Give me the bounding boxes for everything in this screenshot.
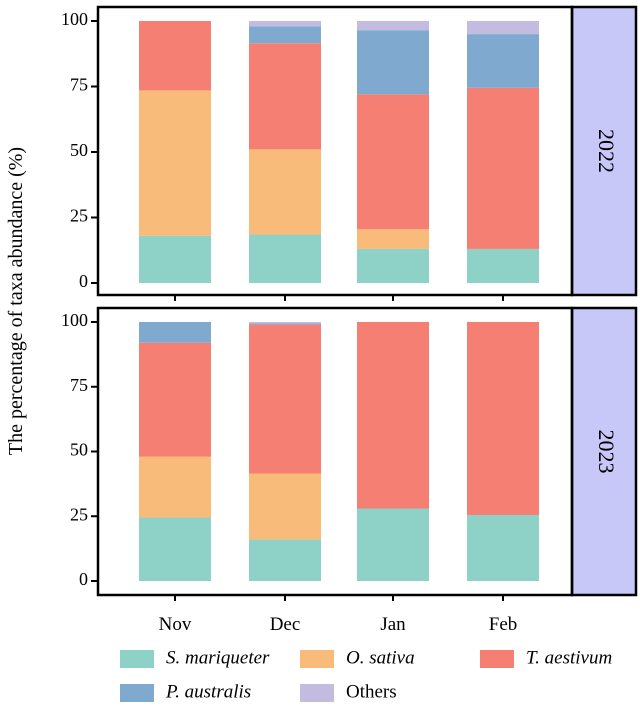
bar-segment-2022-Dec-t-aestivum (249, 43, 321, 150)
bar-segment-2023-Dec-others (249, 322, 321, 324)
legend-label-o-sativa: O. sativa (346, 647, 415, 668)
bar-segment-2023-Nov-t-aestivum (139, 342, 211, 457)
bar-segment-2023-Nov-o-sativa (139, 456, 211, 518)
bar-segment-2023-Nov-p-australis (139, 322, 211, 343)
y-tick-label-2023-75: 75 (70, 375, 88, 395)
bar-segment-2022-Jan-t-aestivum (357, 94, 429, 230)
bar-segment-2022-Feb-t-aestivum (467, 87, 539, 249)
legend-label-others: Others (346, 681, 397, 702)
bar-segment-2023-Dec-t-aestivum (249, 324, 321, 474)
bar-segment-2022-Nov-s-mariqueter (139, 235, 211, 283)
bar-segment-2023-Dec-s-mariqueter (249, 539, 321, 581)
y-tick-label-2022-0: 0 (79, 271, 88, 291)
legend-label-s-mariqueter: S. mariqueter (166, 647, 270, 668)
bar-segment-2022-Dec-s-mariqueter (249, 234, 321, 283)
legend-swatch-o-sativa (300, 650, 334, 668)
y-axis-label: The percentage of taxa abundance (%) (5, 147, 27, 455)
facet-strip-2022 (570, 5, 638, 297)
bar-segment-2023-Feb-s-mariqueter (467, 514, 539, 581)
legend-swatch-t-aestivum (480, 650, 514, 668)
bar-segment-2022-Feb-p-australis (467, 34, 539, 88)
legend-swatch-s-mariqueter (120, 650, 154, 668)
legend-swatch-p-australis (120, 684, 154, 702)
x-tick-label-Nov: Nov (159, 614, 192, 635)
bar-segment-2022-Feb-s-mariqueter (467, 248, 539, 283)
y-tick-label-2022-75: 75 (70, 75, 88, 95)
y-tick-label-2023-50: 50 (70, 440, 88, 460)
y-tick-label-2023-0: 0 (79, 569, 88, 589)
bar-segment-2022-Jan-p-australis (357, 30, 429, 95)
legend-label-t-aestivum: T. aestivum (526, 647, 612, 668)
x-tick-label-Dec: Dec (270, 614, 301, 635)
bar-segment-2023-Jan-s-mariqueter (357, 508, 429, 581)
y-tick-label-2022-100: 100 (61, 9, 88, 29)
bar-segment-2022-Jan-o-sativa (357, 229, 429, 249)
bar-segment-2023-Dec-p-australis (249, 323, 321, 325)
bar-segment-2022-Jan-others (357, 21, 429, 31)
legend-label-p-australis: P. australis (165, 681, 251, 702)
bar-segment-2022-Nov-o-sativa (139, 90, 211, 236)
facet-label-2022: 2022 (594, 129, 619, 173)
bar-segment-2023-Jan-t-aestivum (357, 322, 429, 509)
legend-swatch-others (300, 684, 334, 702)
bar-segment-2023-Nov-s-mariqueter (139, 517, 211, 581)
bar-segment-2022-Dec-p-australis (249, 26, 321, 44)
bar-segment-2023-Feb-t-aestivum (467, 322, 539, 515)
y-tick-label-2022-25: 25 (70, 206, 88, 226)
bar-segment-2023-Dec-o-sativa (249, 473, 321, 540)
y-tick-label-2023-25: 25 (70, 504, 88, 524)
y-tick-label-2022-50: 50 (70, 140, 88, 160)
x-tick-label-Feb: Feb (489, 614, 518, 635)
bar-segment-2022-Nov-t-aestivum (139, 21, 211, 91)
facet-label-2023: 2023 (594, 430, 619, 474)
bar-segment-2022-Dec-o-sativa (249, 149, 321, 235)
bar-segment-2022-Feb-others (467, 21, 539, 35)
y-tick-label-2023-100: 100 (61, 310, 88, 330)
bar-segment-2022-Jan-s-mariqueter (357, 248, 429, 283)
x-tick-label-Jan: Jan (380, 614, 406, 635)
bar-segment-2022-Dec-others (249, 21, 321, 27)
facet-strip-2023 (570, 306, 638, 597)
